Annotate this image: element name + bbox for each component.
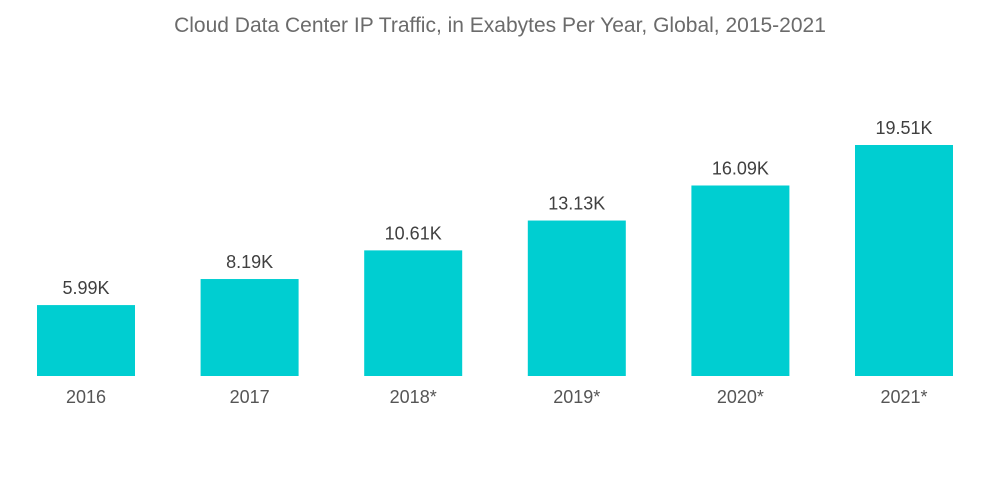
x-tick-label: 2016 [66,387,106,407]
data-label: 19.51K [875,118,932,138]
bar-2021 [855,145,953,376]
bar-2019 [527,220,626,376]
bar-2020 [691,185,790,376]
data-label: 10.61K [385,223,442,243]
data-label: 5.99K [62,278,109,298]
data-label: 16.09K [712,158,769,178]
bar-2016 [37,305,135,376]
x-tick-label: 2018* [390,387,437,407]
x-tick-label: 2017 [230,387,270,407]
x-tick-label: 2019* [553,387,600,407]
x-tick-label: 2020* [717,387,764,407]
bar-2018 [364,250,463,376]
data-label: 13.13K [548,194,605,214]
bar-2017 [200,279,299,376]
x-tick-label: 2021* [880,387,927,407]
data-label: 8.19K [226,252,273,272]
chart-title: Cloud Data Center IP Traffic, in Exabyte… [174,14,826,37]
